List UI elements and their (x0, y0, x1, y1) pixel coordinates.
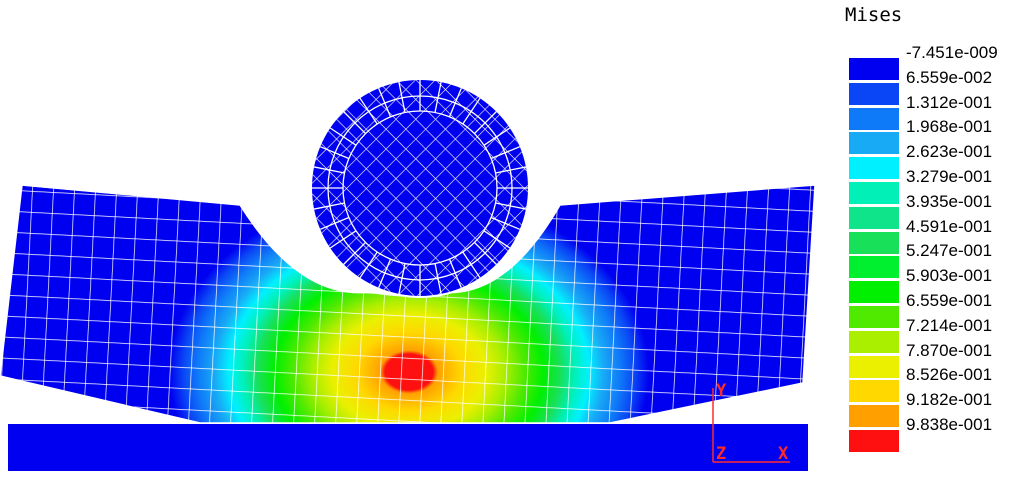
legend-swatch (849, 82, 899, 105)
legend-label: 1.968e-001 (906, 117, 993, 137)
coordinate-triad (712, 388, 790, 463)
legend-swatch (849, 206, 899, 229)
fem-contour-plot (0, 78, 816, 471)
legend-label: 5.903e-001 (906, 266, 993, 286)
legend-label: 6.559e-002 (906, 67, 993, 87)
legend-swatch (849, 355, 899, 378)
contact-disc (310, 78, 530, 298)
legend-label: -7.451e-009 (906, 43, 998, 62)
legend-swatch (849, 231, 899, 254)
legend-label: 7.214e-001 (906, 315, 993, 335)
legend-swatch (849, 380, 899, 403)
legend-swatch (849, 430, 899, 452)
legend-label: 4.591e-001 (906, 216, 993, 236)
legend-swatch (849, 256, 899, 279)
legend-swatch (849, 107, 899, 130)
legend-swatch (849, 58, 899, 80)
legend-label: 9.182e-001 (906, 390, 993, 410)
legend-label: 5.247e-001 (906, 241, 993, 261)
legend-label: 3.279e-001 (906, 167, 993, 186)
legend-swatch (849, 281, 899, 304)
legend-swatch (849, 157, 899, 180)
legend-label: 1.312e-001 (906, 92, 993, 112)
triad-y-label: Y (716, 381, 727, 401)
legend-swatch (849, 405, 899, 428)
legend-label: 6.559e-001 (906, 291, 993, 310)
legend-swatch (849, 306, 899, 328)
legend-swatch (849, 132, 899, 155)
legend-swatch (849, 182, 899, 204)
legend-label: 2.623e-001 (906, 142, 993, 162)
legend-label: 9.838e-001 (906, 415, 993, 434)
legend-title: Mises (845, 4, 903, 26)
triad-x-label: X (778, 444, 789, 464)
triad-z-label: Z (716, 444, 727, 464)
legend-label: 8.526e-001 (906, 365, 993, 385)
base-plate (8, 424, 808, 471)
legend-swatch (849, 330, 899, 353)
legend-label: 3.935e-001 (906, 191, 993, 211)
legend-label: 7.870e-001 (906, 340, 993, 360)
